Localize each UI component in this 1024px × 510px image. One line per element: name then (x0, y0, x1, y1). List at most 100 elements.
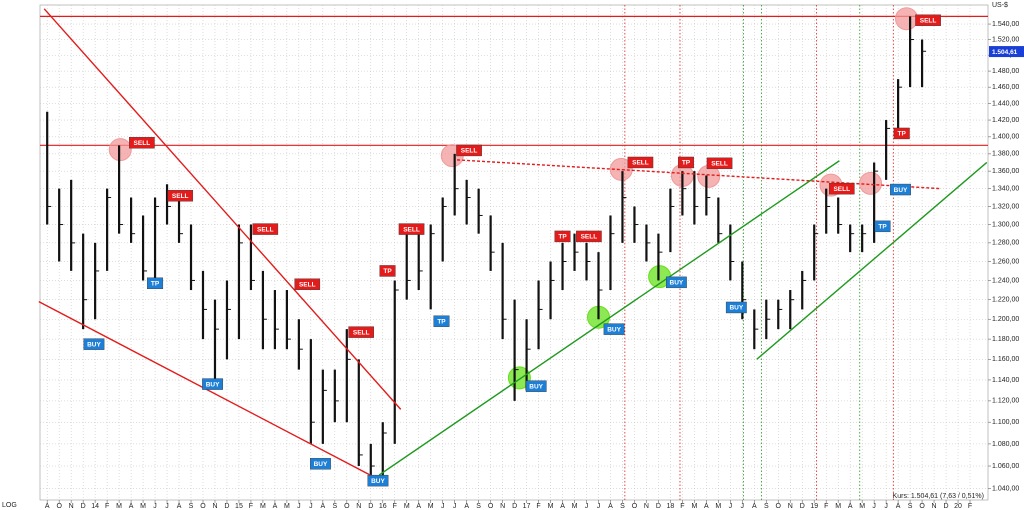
signal-box (525, 380, 547, 392)
x-tick-label: J (741, 503, 745, 510)
signal: TP (893, 127, 910, 140)
x-tick-label: N (788, 503, 793, 510)
signal: SELL (828, 182, 855, 195)
signal: SELL (252, 223, 279, 235)
x-tick-label: S (332, 503, 337, 510)
signal-box (252, 223, 279, 235)
signal: SELL (456, 144, 482, 157)
y-tick-label: 1.120,00 (992, 398, 1019, 405)
signal: SELL (576, 230, 602, 243)
x-tick-label: M (140, 503, 146, 510)
x-tick-label: D (656, 503, 661, 510)
x-tick-label: 16 (379, 503, 387, 510)
x-tick-label: O (488, 503, 494, 510)
x-tick-label: O (632, 503, 638, 510)
x-tick-label: F (393, 503, 397, 510)
x-tick-label: J (729, 503, 733, 510)
y-tick-label: 1.140,00 (992, 377, 1019, 384)
signal-label: SELL (632, 160, 649, 167)
signal: SELL (706, 157, 733, 170)
signal: TP (433, 315, 450, 327)
y-tick-label: 1.060,00 (992, 463, 1019, 470)
signal-label: TP (898, 131, 907, 138)
x-tick-label: A (560, 503, 565, 510)
x-tick-label: O (776, 503, 782, 510)
signal-box (915, 14, 941, 26)
x-tick-label: F (680, 503, 684, 510)
signal: BUY (202, 378, 223, 390)
x-tick-label: N (644, 503, 649, 510)
y-tick-label: 1.420,00 (992, 117, 1019, 124)
x-tick-label: J (441, 503, 445, 510)
signal: TP (677, 156, 694, 169)
last-price-label: 1.504,61 (992, 49, 1018, 56)
signal-box (677, 156, 694, 169)
signal: TP (874, 220, 891, 233)
y-tick-label: 1.100,00 (992, 419, 1019, 426)
x-tick-label: S (908, 503, 913, 510)
y-tick-label: 1.160,00 (992, 356, 1019, 363)
signal-box (310, 458, 331, 470)
signal-label: SELL (353, 329, 370, 336)
x-tick-label: D (800, 503, 805, 510)
trendline (457, 159, 942, 190)
signal: SELL (129, 137, 155, 149)
x-tick-label: M (835, 503, 841, 510)
y-tick-label: 1.260,00 (992, 258, 1019, 265)
signal-label: BUY (206, 381, 220, 388)
x-tick-label: J (309, 503, 313, 510)
signal-box (603, 323, 625, 335)
trendline (43, 8, 402, 410)
signal: BUY (525, 380, 547, 392)
x-tick-label: J (153, 503, 157, 510)
signal-label: BUY (314, 461, 328, 468)
x-tick-label: S (189, 503, 194, 510)
signal-box (874, 220, 891, 233)
signal-label: TP (383, 268, 392, 275)
x-tick-label: N (212, 503, 217, 510)
y-tick-label: 1.200,00 (992, 316, 1019, 323)
x-tick-label: F (536, 503, 540, 510)
signal-label: SELL (581, 234, 598, 241)
signal-label: SELL (134, 140, 151, 147)
unit-label: US-$ (992, 2, 1008, 9)
x-tick-label: M (260, 503, 266, 510)
signal-label: BUY (87, 341, 101, 348)
y-tick-label: 1.520,00 (992, 36, 1019, 43)
trendline (756, 161, 988, 360)
x-tick-label: A (896, 503, 901, 510)
x-tick-label: M (428, 503, 434, 510)
signal: TP (379, 265, 396, 277)
x-tick-label: A (608, 503, 613, 510)
x-tick-label: J (597, 503, 601, 510)
x-tick-label: M (859, 503, 865, 510)
x-tick-label: J (453, 503, 457, 510)
x-tick-label: 20 (954, 503, 962, 510)
x-tick-label: D (224, 503, 229, 510)
scale-label: LOG (2, 502, 17, 509)
x-tick-label: O (56, 503, 62, 510)
y-tick-label: 1.480,00 (992, 68, 1019, 75)
x-tick-label: A (704, 503, 709, 510)
x-tick-label: M (691, 503, 697, 510)
signal-label: SELL (461, 148, 478, 155)
y-tick-label: 1.080,00 (992, 441, 1019, 448)
x-tick-label: J (297, 503, 301, 510)
signal-label: TP (878, 224, 887, 231)
signal-label: BUY (729, 305, 743, 312)
signal-box (576, 230, 602, 243)
signal: BUY (890, 183, 911, 196)
signal-box (706, 157, 733, 170)
signal-box (129, 137, 155, 149)
signal-box (294, 278, 321, 290)
signal-box (893, 127, 910, 140)
y-tick-label: 1.220,00 (992, 297, 1019, 304)
y-tick-label: 1.360,00 (992, 168, 1019, 175)
signal-label: SELL (257, 226, 274, 233)
y-tick-label: 1.280,00 (992, 240, 1019, 247)
x-tick-label: 14 (91, 503, 99, 510)
x-tick-label: F (105, 503, 109, 510)
x-tick-label: S (764, 503, 769, 510)
signal-label: BUY (894, 187, 908, 194)
signal: BUY (665, 276, 687, 289)
